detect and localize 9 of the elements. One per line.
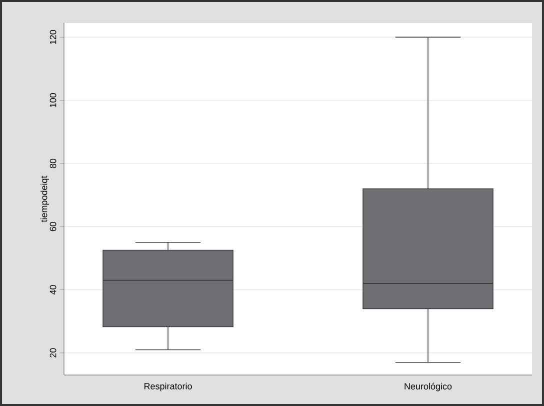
y-tick-label: 20 <box>50 348 56 358</box>
x-tick-label: Neurológico <box>404 382 452 392</box>
y-axis-title: tiempodeiqt <box>40 176 49 222</box>
x-tick-label: Respiratorio <box>144 382 192 392</box>
y-tick-label: 40 <box>50 285 56 295</box>
y-tick-label: 100 <box>50 93 56 108</box>
y-tick-label: 60 <box>50 222 56 232</box>
y-tick-label: 80 <box>50 158 56 168</box>
y-tick-label: 120 <box>50 30 56 44</box>
